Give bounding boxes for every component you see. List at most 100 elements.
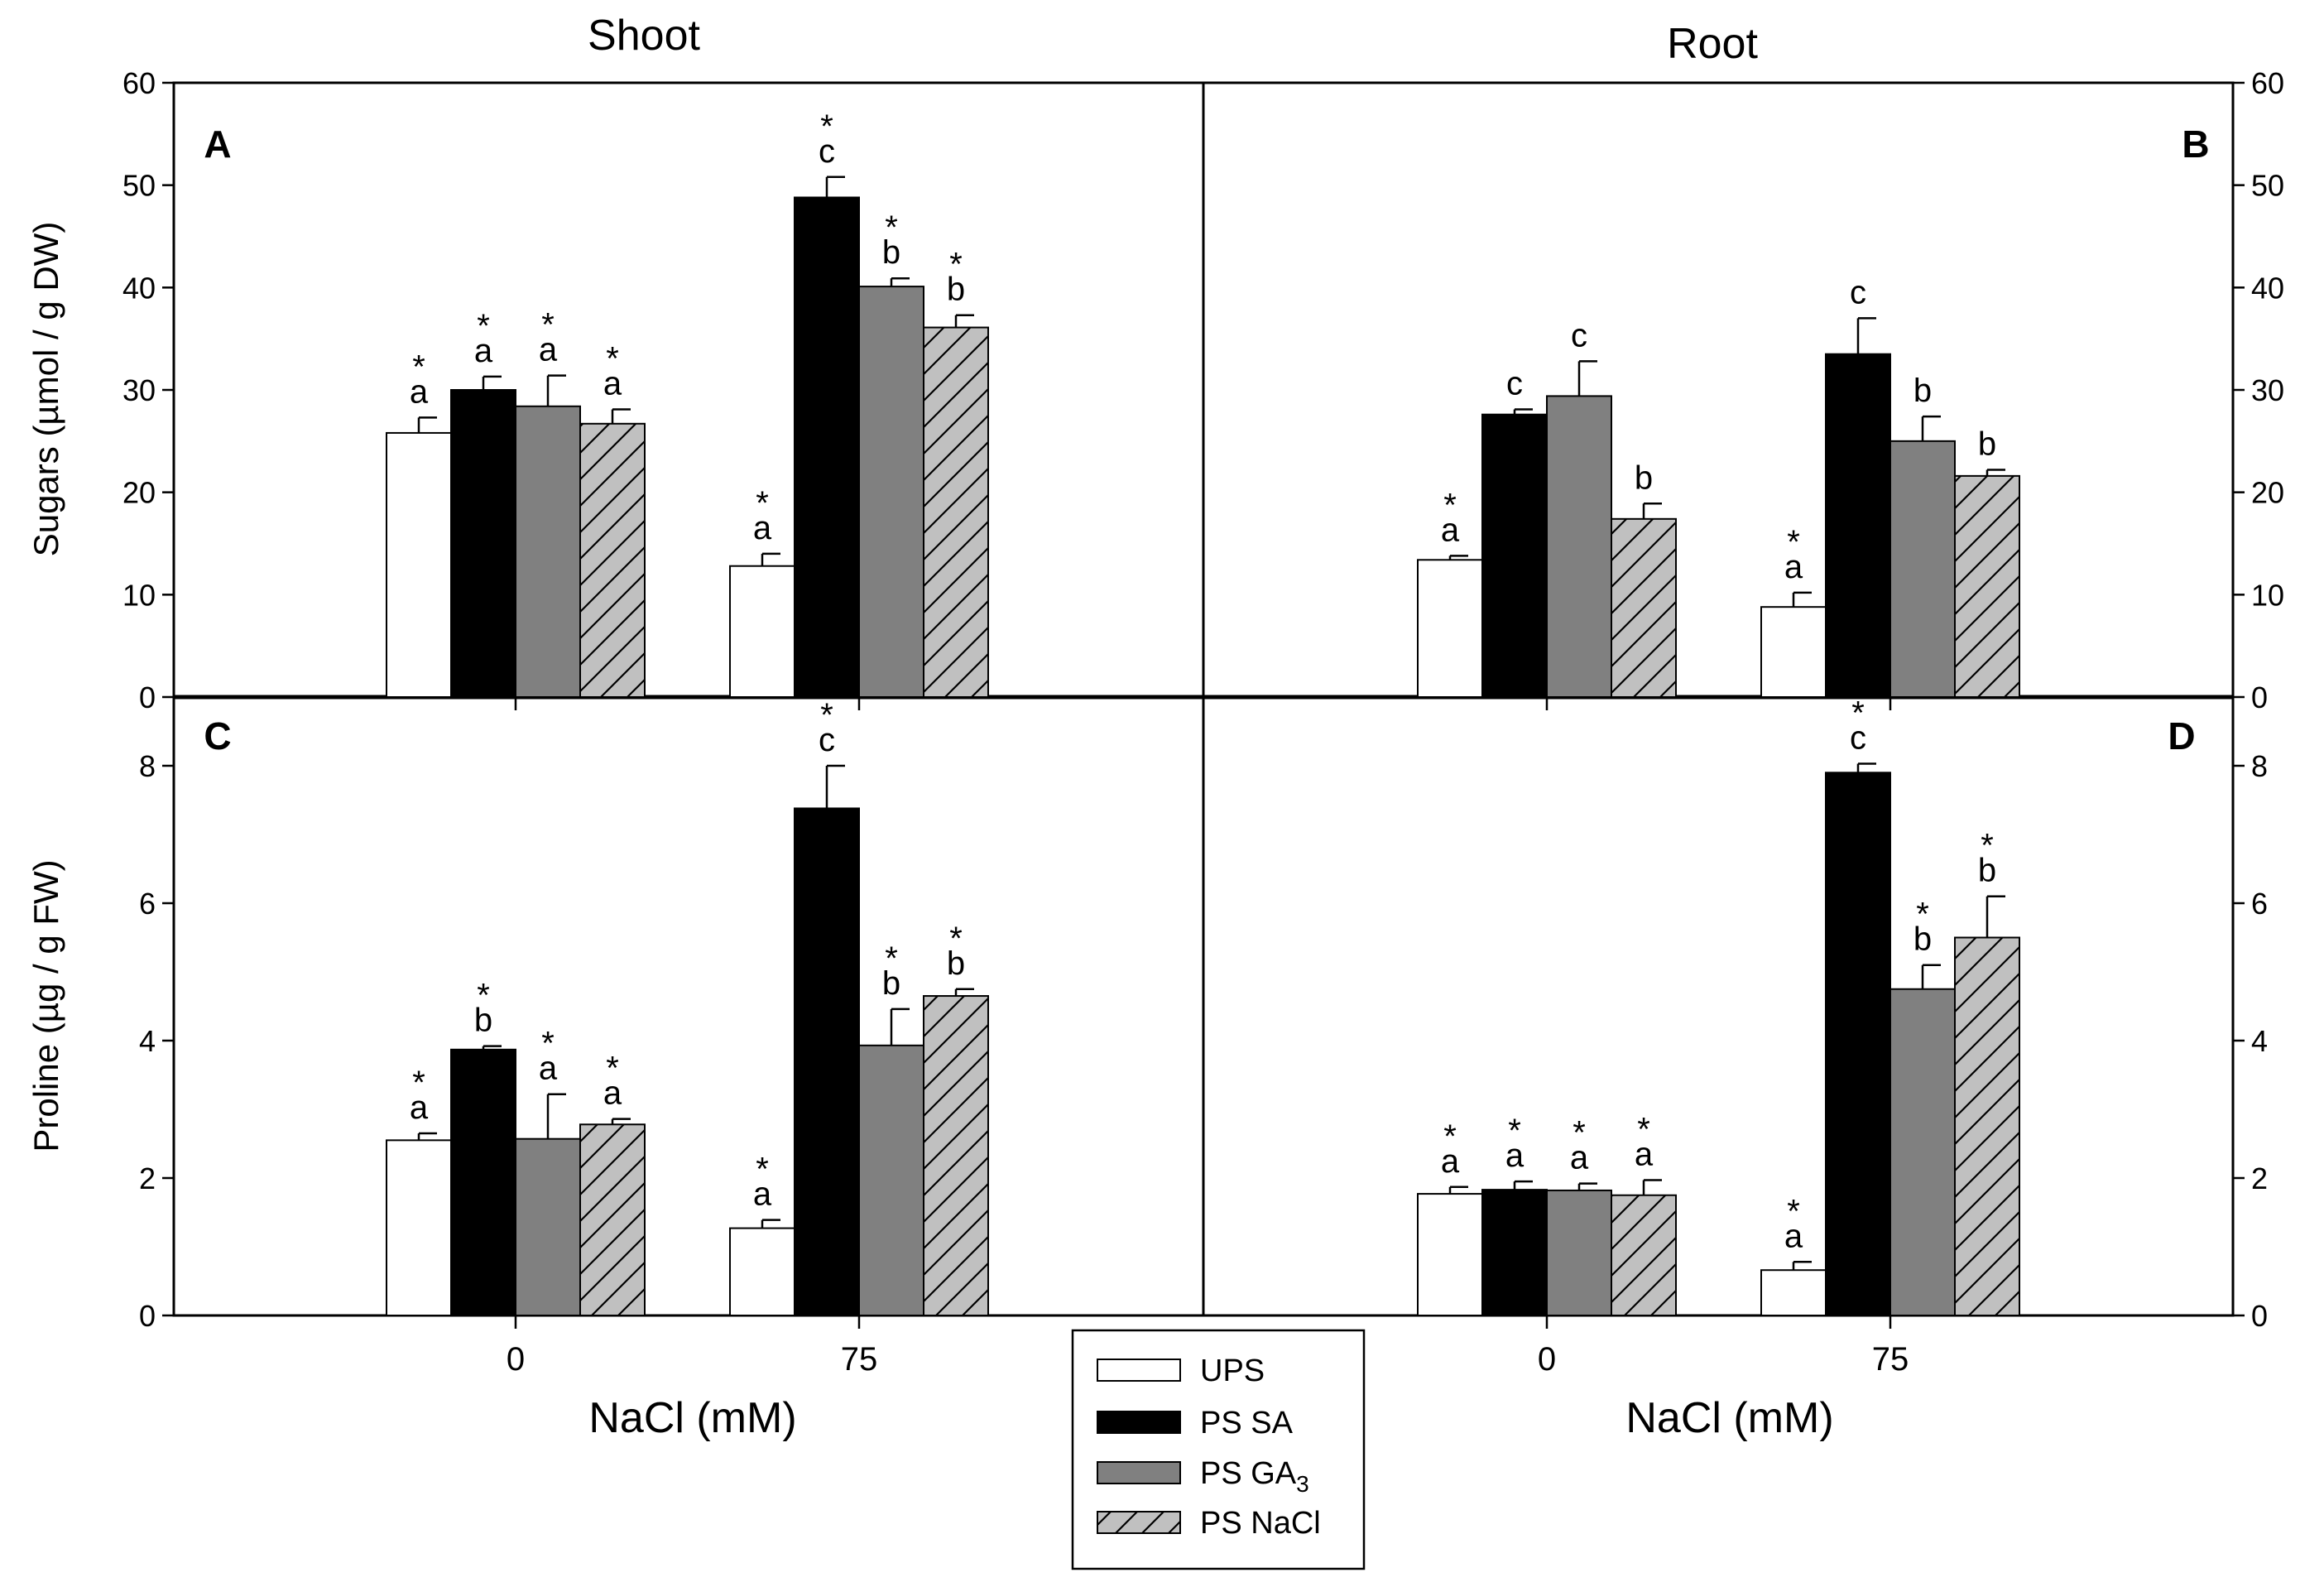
bar-a-ups-0 [386,431,452,698]
x-tick-right-75: 75 [1872,1341,1909,1378]
sig-letter-d-ps-sa-75: c [1850,720,1866,757]
sig-star-c-ups-75: * [756,1152,769,1188]
bar-c-ps-nacl-0 [579,1123,646,1317]
sig-letter-a-ps-ga3-75: b [882,234,900,271]
bar-c-ps-ga3-0 [515,1137,581,1316]
legend-label-ps-sa: PS SA [1200,1406,1294,1440]
y-tick-label-c-4: 4 [139,1024,156,1058]
sig-letter-c-ps-nacl-0: a [603,1075,622,1112]
sig-letter-b-ups-75: a [1784,549,1803,585]
sig-star-a-ps-ga3-0: * [541,307,555,344]
panel-label-a: A [204,123,231,166]
x-tick-right-0: 0 [1538,1341,1556,1378]
panel-label-d: D [2168,714,2195,757]
sig-star-c-ps-ga3-0: * [541,1026,555,1062]
y-tick-label-d-6: 6 [2251,887,2268,921]
legend-label-ups: UPS [1200,1354,1265,1388]
sig-star-d-ps-sa-0: * [1508,1113,1521,1149]
y-tick-label-b-60: 60 [2251,66,2284,100]
sig-star-b-ups-75: * [1787,524,1800,560]
y-tick-label-c-0: 0 [139,1299,156,1333]
bar-a-ps-sa-75 [794,196,860,699]
x-axis-label-left: NaCl (mM) [588,1394,796,1442]
sig-star-d-ps-sa-75: * [1851,695,1865,732]
legend-swatch-ps-ga3 [1097,1461,1181,1484]
sig-letter-d-ups-0: a [1441,1143,1460,1180]
bar-a-ups-75 [729,565,795,698]
sig-star-d-ups-75: * [1787,1193,1800,1229]
bar-a-ps-ga3-0 [515,405,581,698]
sig-letter-c-ps-sa-0: b [474,1003,492,1039]
y-tick-label-b-0: 0 [2251,680,2268,714]
y-tick-label-a-0: 0 [139,680,156,714]
y-tick-label-c-2: 2 [139,1161,156,1195]
sig-letter-a-ps-ga3-0: a [539,332,558,368]
sig-letter-b-ps-nacl-75: b [1978,426,1996,462]
sig-letter-d-ps-ga3-0: a [1570,1140,1589,1176]
sig-star-d-ps-nacl-0: * [1637,1111,1650,1147]
y-tick-label-a-20: 20 [122,476,156,510]
legend-swatch-ups [1097,1359,1181,1382]
bar-d-ps-ga3-0 [1546,1189,1612,1316]
sig-letter-a-ups-75: a [753,510,772,546]
y-tick-label-b-50: 50 [2251,169,2284,203]
bar-c-ups-75 [729,1227,795,1316]
sig-star-a-ps-sa-0: * [477,308,490,344]
bar-a-ps-nacl-0 [579,422,646,698]
sig-star-c-ps-sa-75: * [820,697,833,733]
legend-label-ps-ga3-sub: 3 [1296,1471,1309,1497]
sig-letter-b-ps-sa-75: c [1850,274,1866,310]
y-tick-label-b-40: 40 [2251,271,2284,305]
sig-star-a-ps-nacl-0: * [606,340,619,377]
y-tick-label-b-30: 30 [2251,373,2284,407]
sig-star-c-ups-0: * [412,1065,425,1101]
legend-swatch-ps-sa [1097,1411,1181,1434]
x-tick-left-0: 0 [507,1341,525,1378]
sig-letter-d-ps-nacl-75: b [1978,853,1996,889]
sig-letter-a-ps-nacl-75: b [947,272,965,308]
bar-b-ups-0 [1417,559,1483,699]
y-tick-label-b-20: 20 [2251,476,2284,510]
y-tick-label-d-0: 0 [2251,1299,2268,1333]
root-title: Root [1667,20,1758,68]
bar-d-ups-75 [1760,1269,1827,1316]
bar-d-ps-sa-0 [1481,1189,1548,1316]
legend-label-ps-ga3: PS GA3 [1200,1456,1309,1497]
bar-d-ps-ga3-75 [1889,988,1956,1316]
bar-c-ps-ga3-75 [858,1044,924,1317]
legend-label-ps-nacl: PS NaCl [1200,1506,1321,1541]
sig-star-d-ups-0: * [1443,1118,1457,1155]
bar-c-ps-sa-0 [450,1048,516,1317]
sig-letter-a-ps-sa-75: c [819,133,835,170]
sig-star-d-ps-nacl-75: * [1981,828,1994,864]
bar-b-ps-sa-0 [1481,413,1548,698]
y-tick-label-a-30: 30 [122,373,156,407]
y-tick-label-a-60: 60 [122,66,156,100]
sig-letter-c-ps-nacl-75: b [947,945,965,982]
y-tick-label-c-8: 8 [139,749,156,783]
sig-star-a-ups-75: * [756,485,769,522]
sig-star-c-ps-nacl-0: * [606,1051,619,1087]
bar-a-ps-ga3-75 [858,286,924,698]
sig-star-c-ps-ga3-75: * [885,940,898,977]
legend: UPS PS SA PS GA3 PS NaCl [1071,1329,1366,1570]
bar-a-ps-sa-0 [450,389,516,698]
bar-b-ups-75 [1760,606,1827,699]
legend-label-ps-ga3-main: PS GA [1200,1456,1297,1491]
y-tick-label-b-10: 10 [2251,578,2284,612]
sig-star-c-ps-sa-0: * [477,978,490,1014]
sig-letter-d-ups-75: a [1784,1218,1803,1254]
bar-b-ps-ga3-0 [1546,395,1612,698]
sig-letter-a-ps-nacl-0: a [603,365,622,402]
y-tick-label-a-40: 40 [122,271,156,305]
sig-star-a-ps-sa-75: * [820,108,833,145]
y-tick-label-d-2: 2 [2251,1161,2268,1195]
sig-letter-a-ups-0: a [410,373,429,410]
y-tick-label-a-50: 50 [122,169,156,203]
panel-label-b: B [2182,123,2209,166]
sig-letter-b-ups-0: a [1441,512,1460,548]
